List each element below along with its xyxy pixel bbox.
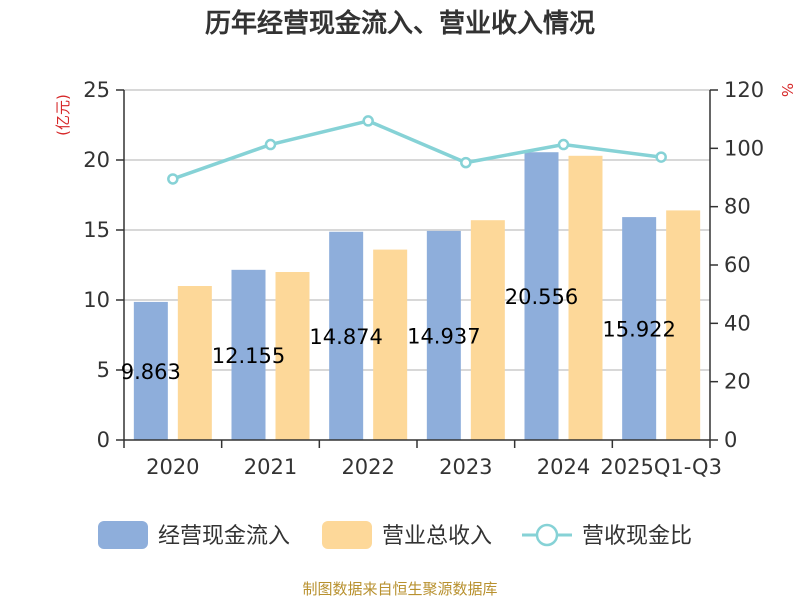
x-tick-label: 2024 [537, 455, 590, 479]
bar [231, 269, 266, 440]
line-point [264, 138, 277, 151]
bar [373, 249, 408, 440]
legend-swatch [322, 521, 372, 549]
x-tick-label: 2023 [439, 455, 492, 479]
line-point [362, 115, 374, 127]
line-point [460, 156, 472, 169]
right-tick-label: 80 [724, 195, 751, 219]
ratio-line [172, 119, 662, 181]
x-tick-label: 2021 [244, 455, 297, 479]
bars [133, 152, 701, 441]
data-label: 14.937 [407, 324, 480, 348]
data-label: 12.155 [212, 344, 285, 368]
ratio-line-layer [167, 115, 667, 185]
left-tick-label: 20 [83, 148, 110, 172]
legend-label: 营业总收入 [382, 524, 492, 549]
left-tick-label: 5 [97, 358, 110, 382]
line-point [655, 151, 667, 163]
right-tick-label: 40 [724, 311, 751, 335]
legend-label: 经营现金流入 [158, 524, 290, 549]
chart-title: 历年经营现金流入、营业收入情况 [205, 8, 595, 39]
x-tick-label: 2025Q1-Q3 [600, 455, 722, 479]
left-tick-label: 25 [83, 78, 110, 102]
bar [524, 152, 559, 440]
data-label: 15.922 [602, 318, 675, 342]
x-tick-label: 2022 [341, 455, 394, 479]
right-tick-label: 20 [724, 370, 751, 394]
x-tick-label: 2020 [146, 455, 199, 479]
legend: 经营现金流入 营业总收入 营收现金比 [98, 521, 692, 549]
left-tick-label: 10 [83, 288, 110, 312]
right-tick-label: 100 [724, 136, 764, 160]
source-note: 制图数据来自恒生聚源数据库 [302, 580, 497, 598]
bar [329, 231, 364, 440]
bar [177, 286, 212, 440]
right-tick-label: 120 [724, 78, 764, 102]
legend-swatch [98, 521, 148, 549]
line-point [557, 138, 570, 151]
legend-marker [535, 523, 559, 547]
bar [666, 210, 701, 440]
right-axis-unit: % [778, 83, 796, 97]
right-tick-label: 0 [724, 428, 737, 452]
bar [426, 230, 461, 440]
line-point [167, 173, 179, 185]
bar [622, 217, 657, 440]
left-tick-label: 15 [83, 218, 110, 242]
axes: 0 5 10 15 20 25 0 20 40 60 80 100 120 2020 2021 2022 202… [83, 78, 764, 479]
right-tick-label: 60 [724, 253, 751, 277]
bar [470, 220, 505, 440]
data-label: 20.556 [505, 285, 578, 309]
bar [133, 301, 168, 440]
left-axis-unit: (亿元) [54, 94, 72, 136]
legend-label: 营收现金比 [582, 524, 692, 549]
data-label: 9.863 [121, 360, 181, 384]
left-tick-label: 0 [97, 428, 110, 452]
bar [568, 155, 603, 441]
data-label: 14.874 [309, 325, 382, 349]
bar [275, 272, 310, 440]
data-labels: 9.863 12.155 14.874 14.937 20.556 15.922 [121, 285, 676, 384]
